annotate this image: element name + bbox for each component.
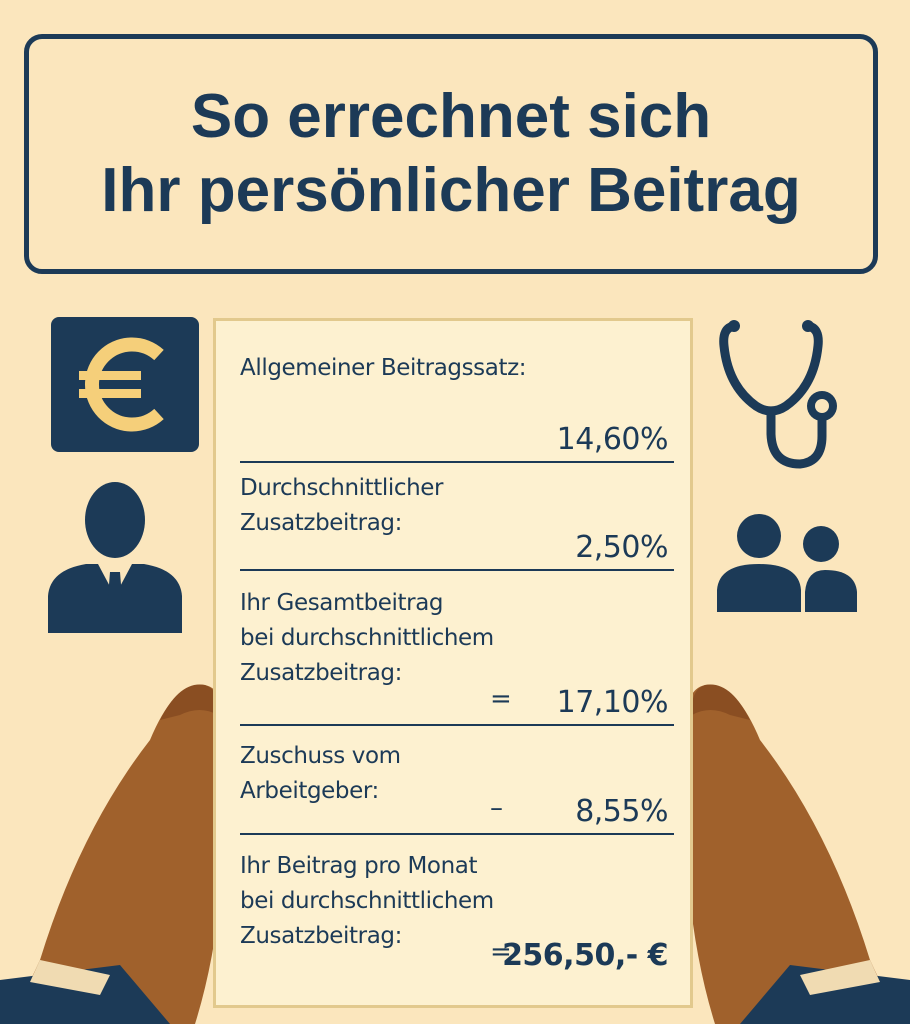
divider [240, 461, 674, 463]
row-label: Durchschnittlicher Zusatzbeitrag: [240, 475, 444, 536]
row-value: 8,55% [575, 794, 668, 829]
divider [240, 833, 674, 835]
row-general-rate: Allgemeiner Beitragssatz: 14,60% [240, 351, 674, 463]
people-group-icon [717, 514, 857, 612]
person-icon [48, 482, 182, 633]
row-employer-subsidy: Zuschuss vom Arbeitgeber: – 8,55% [240, 739, 674, 835]
stethoscope-icon [719, 320, 837, 469]
row-value: 256,50,- € [502, 938, 668, 973]
row-label: Ihr Beitrag pro Monat bei durchschnittli… [240, 853, 494, 949]
row-additional-rate: Durchschnittlicher Zusatzbeitrag: 2,50% [240, 471, 674, 571]
hands-holding-paper [0, 684, 910, 1024]
title-line-1: So errechnet sich [190, 82, 712, 151]
title-box: So errechnet sich Ihr persönlicher Beitr… [24, 34, 878, 274]
divider [240, 724, 674, 726]
title-line-2: Ihr persönlicher Beitrag [101, 156, 801, 225]
row-value: 17,10% [556, 685, 669, 720]
row-monthly-contribution: Ihr Beitrag pro Monat bei durchschnittli… [240, 849, 674, 979]
row-label: Allgemeiner Beitragssatz: [240, 355, 527, 381]
calculation-paper: Allgemeiner Beitragssatz: 14,60% Durchsc… [213, 318, 693, 1008]
row-value: 14,60% [556, 422, 669, 457]
row-operator: = [490, 684, 512, 714]
row-operator: = [490, 937, 512, 967]
row-label: Ihr Gesamtbeitrag bei durchschnittlichem… [240, 590, 494, 686]
row-value: 2,50% [575, 530, 668, 565]
row-label: Zuschuss vom Arbeitgeber: [240, 743, 401, 804]
divider [240, 569, 674, 571]
row-operator: – [490, 793, 503, 823]
euro-icon [51, 317, 199, 452]
row-total-rate: Ihr Gesamtbeitrag bei durchschnittlichem… [240, 586, 674, 726]
